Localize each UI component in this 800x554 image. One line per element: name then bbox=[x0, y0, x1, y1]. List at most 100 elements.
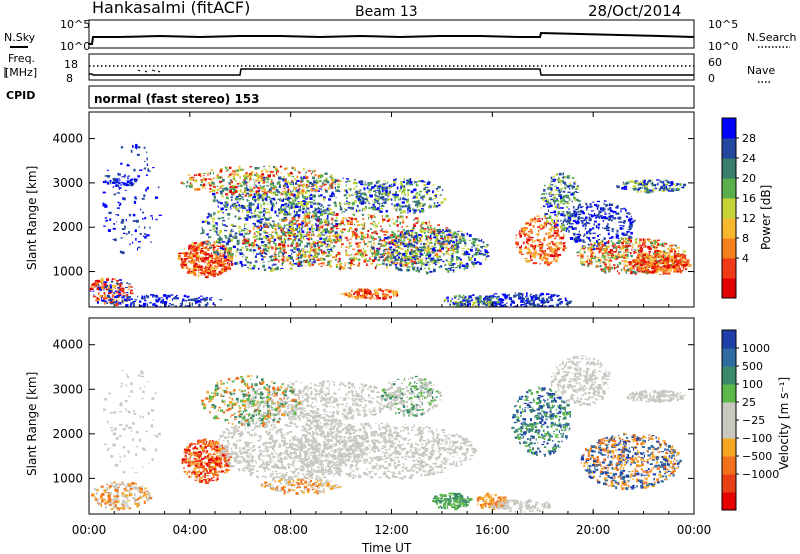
power-point bbox=[409, 251, 411, 255]
power-point bbox=[224, 206, 228, 208]
power-point bbox=[543, 192, 545, 195]
power-point bbox=[230, 255, 234, 257]
power-point bbox=[550, 260, 555, 262]
power-point bbox=[211, 254, 213, 258]
power-point bbox=[142, 235, 144, 237]
power-point bbox=[553, 232, 556, 235]
power-point bbox=[129, 243, 131, 246]
power-point bbox=[392, 218, 394, 221]
power-point bbox=[399, 205, 402, 208]
power-point bbox=[566, 185, 570, 187]
power-point bbox=[270, 172, 272, 175]
power-point bbox=[419, 261, 423, 264]
power-point bbox=[412, 197, 415, 199]
power-point bbox=[286, 224, 289, 226]
power-point bbox=[140, 208, 142, 211]
power-point bbox=[279, 237, 282, 240]
power-point bbox=[150, 294, 153, 296]
power-point bbox=[378, 240, 381, 242]
power-point bbox=[359, 201, 363, 203]
power-point bbox=[447, 238, 450, 241]
power-point bbox=[296, 179, 300, 182]
power-point bbox=[391, 203, 393, 205]
power-point bbox=[326, 264, 329, 266]
power-point bbox=[364, 243, 367, 245]
power-point bbox=[395, 291, 398, 294]
power-point bbox=[205, 256, 207, 259]
power-point bbox=[326, 224, 330, 226]
power-point bbox=[374, 205, 376, 209]
power-point bbox=[267, 218, 270, 221]
power-point bbox=[252, 226, 255, 228]
power-point bbox=[349, 206, 353, 210]
power-point bbox=[301, 221, 305, 225]
power-point bbox=[232, 192, 235, 195]
power-point bbox=[190, 244, 192, 247]
power-point bbox=[268, 216, 272, 219]
power-point bbox=[348, 194, 352, 197]
power-point bbox=[223, 245, 227, 247]
power-point bbox=[531, 240, 534, 243]
power-point bbox=[350, 241, 352, 245]
power-point bbox=[524, 235, 526, 237]
power-point bbox=[316, 182, 318, 185]
power-point bbox=[281, 260, 284, 263]
power-point bbox=[567, 215, 570, 218]
power-point bbox=[293, 210, 295, 213]
power-point bbox=[108, 292, 112, 294]
power-point bbox=[462, 239, 466, 242]
power-point bbox=[428, 220, 430, 224]
power-point bbox=[277, 255, 281, 257]
power-point bbox=[276, 174, 278, 177]
power-point bbox=[284, 187, 287, 189]
power-point bbox=[445, 229, 448, 232]
power-point bbox=[433, 202, 436, 204]
power-point bbox=[566, 211, 570, 215]
power-point bbox=[122, 294, 125, 296]
power-point bbox=[309, 181, 311, 184]
power-point bbox=[184, 253, 187, 256]
power-point bbox=[367, 229, 370, 232]
power-point bbox=[300, 240, 303, 244]
power-point bbox=[370, 243, 372, 246]
power-point bbox=[291, 167, 294, 169]
power-point bbox=[435, 188, 438, 190]
power-point bbox=[385, 228, 387, 231]
power-point bbox=[424, 190, 428, 193]
power-point bbox=[222, 263, 225, 267]
power-point bbox=[149, 301, 152, 304]
power-point bbox=[450, 249, 453, 252]
power-point bbox=[253, 232, 256, 235]
power-point bbox=[415, 193, 418, 195]
power-point bbox=[376, 208, 380, 210]
power-point bbox=[371, 236, 375, 239]
power-point bbox=[274, 167, 278, 170]
power-point bbox=[408, 230, 411, 232]
power-point bbox=[186, 271, 191, 274]
power-point bbox=[523, 302, 527, 304]
power-point bbox=[560, 230, 562, 233]
power-point bbox=[313, 234, 315, 237]
power-point bbox=[294, 169, 296, 171]
power-point bbox=[428, 267, 430, 270]
power-point bbox=[557, 220, 559, 222]
power-point bbox=[312, 176, 315, 180]
power-point bbox=[262, 190, 264, 193]
power-point bbox=[334, 236, 338, 238]
power-point bbox=[251, 203, 254, 206]
power-point bbox=[123, 232, 126, 234]
power-point bbox=[387, 236, 389, 238]
power-point bbox=[492, 294, 495, 296]
power-point bbox=[549, 249, 553, 253]
power-point bbox=[323, 264, 325, 266]
power-point bbox=[317, 177, 320, 180]
power-point bbox=[298, 232, 302, 235]
power-point bbox=[325, 230, 329, 233]
power-point bbox=[426, 224, 429, 226]
power-point bbox=[573, 237, 578, 241]
power-point bbox=[198, 267, 200, 269]
power-point bbox=[213, 261, 217, 264]
power-point bbox=[519, 248, 523, 251]
power-point bbox=[560, 243, 563, 246]
power-point bbox=[204, 268, 207, 270]
